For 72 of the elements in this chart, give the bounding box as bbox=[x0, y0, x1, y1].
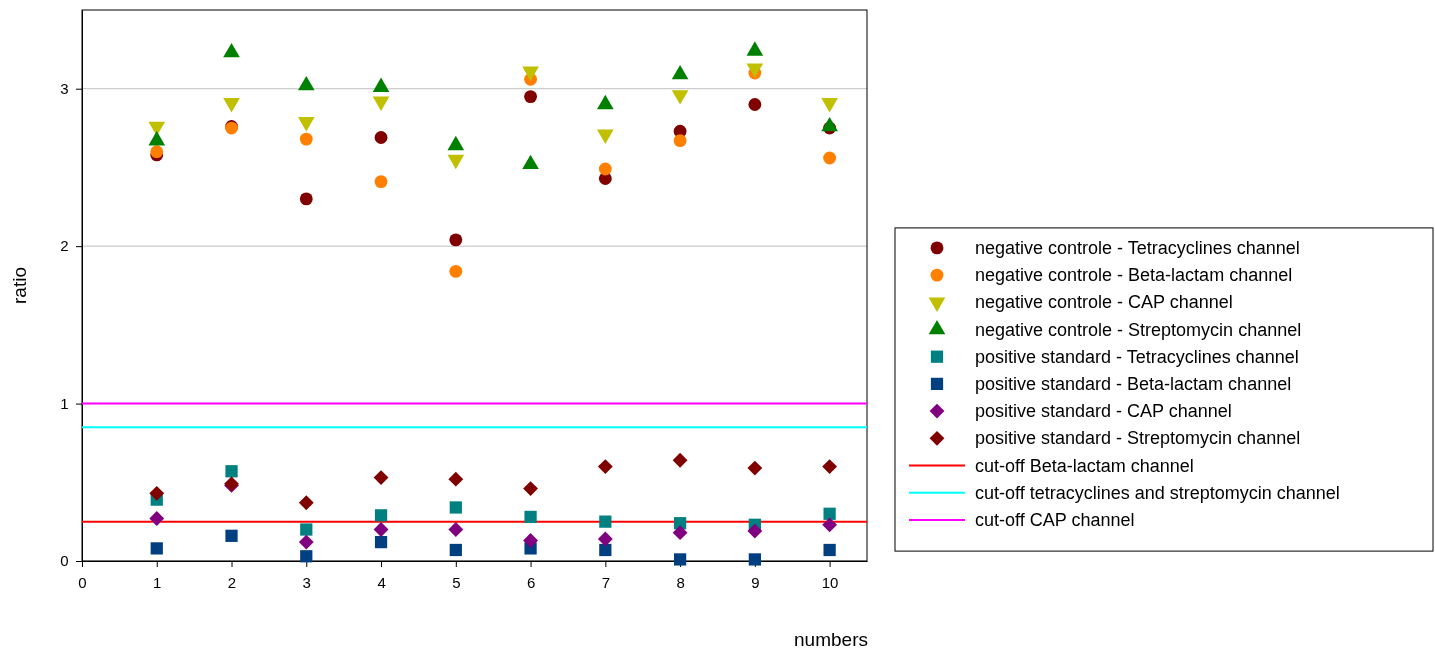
point bbox=[298, 495, 314, 511]
point bbox=[747, 523, 763, 539]
x-tick-label: 1 bbox=[153, 574, 162, 591]
point bbox=[150, 542, 163, 555]
point bbox=[599, 543, 612, 557]
point bbox=[300, 550, 313, 563]
point bbox=[448, 522, 464, 537]
x-axis-title: numbers bbox=[794, 629, 868, 650]
point bbox=[374, 535, 388, 549]
y-tick-label: 0 bbox=[60, 552, 69, 570]
point bbox=[823, 151, 837, 165]
point bbox=[822, 517, 838, 533]
legend-label: negative controle - Beta-lactam channel bbox=[975, 265, 1293, 286]
point bbox=[524, 90, 537, 104]
legend-label: negative controle - Tetracyclines channel bbox=[975, 237, 1300, 258]
point bbox=[300, 523, 313, 536]
legend-label: positive standard - Beta-lactam channel bbox=[975, 373, 1292, 394]
x-tick-label: 0 bbox=[78, 574, 87, 591]
point bbox=[823, 507, 836, 520]
x-tick-label: 4 bbox=[377, 574, 386, 591]
point bbox=[449, 501, 462, 514]
point bbox=[225, 529, 238, 542]
y-tick-label: 3 bbox=[60, 80, 69, 98]
point bbox=[747, 460, 763, 476]
point bbox=[448, 471, 464, 487]
point bbox=[523, 481, 538, 496]
legend-label: cut-off CAP channel bbox=[975, 509, 1135, 530]
point bbox=[374, 131, 388, 144]
legend-label: positive standard - Streptomycin channel bbox=[975, 428, 1301, 449]
point bbox=[673, 134, 687, 148]
y-axis-title: ratio bbox=[9, 267, 30, 304]
point bbox=[298, 534, 314, 550]
y-tick-label: 1 bbox=[60, 394, 69, 412]
x-tick-label: 6 bbox=[526, 574, 536, 591]
point bbox=[374, 509, 388, 522]
point bbox=[597, 531, 613, 547]
point bbox=[822, 459, 838, 474]
point bbox=[523, 533, 538, 548]
point bbox=[673, 553, 687, 566]
point bbox=[373, 470, 389, 485]
legend-label: positive standard - Tetracyclines channel bbox=[975, 346, 1299, 367]
point bbox=[748, 553, 761, 566]
point bbox=[225, 465, 238, 478]
point bbox=[672, 452, 688, 468]
point bbox=[149, 511, 165, 526]
point bbox=[597, 459, 613, 474]
point bbox=[449, 233, 463, 247]
x-tick-label: 2 bbox=[227, 574, 237, 591]
x-tick-label: 5 bbox=[452, 574, 461, 591]
y-tick-label: 2 bbox=[60, 237, 69, 255]
point bbox=[449, 264, 463, 278]
point bbox=[374, 175, 388, 189]
x-tick-label: 10 bbox=[821, 574, 839, 591]
point bbox=[672, 525, 688, 541]
point bbox=[598, 162, 612, 176]
x-tick-label: 9 bbox=[751, 574, 760, 591]
point bbox=[299, 132, 313, 146]
point bbox=[823, 543, 836, 557]
point bbox=[149, 485, 165, 501]
legend-label: cut-off tetracyclines and streptomycin channel bbox=[975, 482, 1340, 503]
point bbox=[524, 510, 537, 524]
legend-label: negative controle - CAP channel bbox=[975, 292, 1233, 313]
x-tick-label: 7 bbox=[601, 574, 611, 591]
legend-label: cut-off Beta-lactam channel bbox=[975, 455, 1194, 476]
x-tick-label: 8 bbox=[676, 574, 685, 591]
point bbox=[299, 192, 313, 206]
x-tick-label: 3 bbox=[302, 574, 311, 591]
point bbox=[748, 98, 762, 111]
point bbox=[599, 515, 612, 528]
legend-label: positive standard - CAP channel bbox=[975, 401, 1232, 422]
legend-label: negative controle - Streptomycin channel bbox=[975, 319, 1302, 340]
point bbox=[449, 543, 462, 557]
